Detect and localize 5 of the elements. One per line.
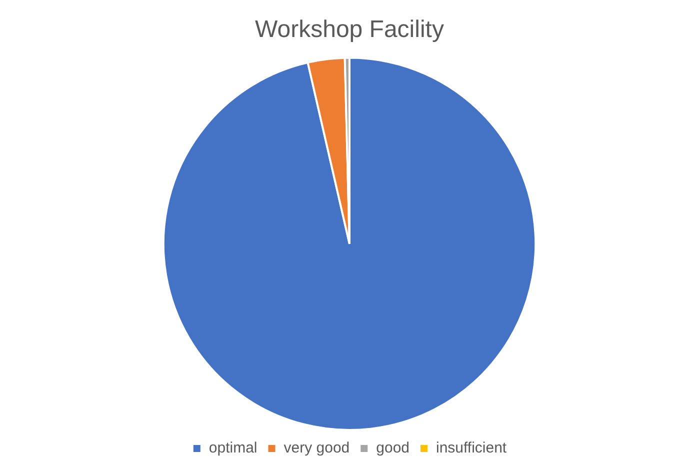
legend-label: good <box>376 440 410 457</box>
legend-label: very good <box>284 440 350 457</box>
chart-title: Workshop Facility <box>255 16 444 44</box>
legend-label: insufficient <box>436 440 508 457</box>
legend-label: optimal <box>208 440 258 457</box>
